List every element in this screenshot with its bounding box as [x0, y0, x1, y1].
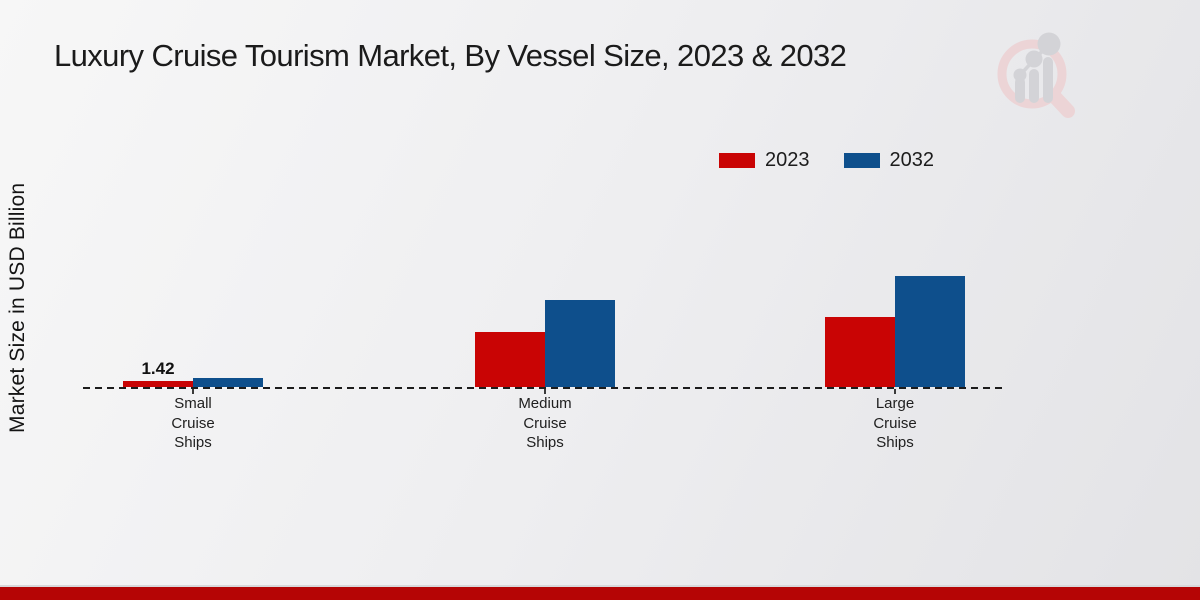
category-label-small-cruise-ships: Small Cruise Ships [171, 395, 215, 451]
x-axis-tick [894, 389, 896, 394]
x-axis-baseline [83, 387, 1007, 389]
x-axis-tick [192, 389, 194, 394]
legend-item-2023: 2023 [719, 149, 810, 172]
legend-swatch-2032-icon [843, 153, 880, 168]
x-axis-tick [544, 389, 546, 394]
chart-title: Luxury Cruise Tourism Market, By Vessel … [54, 38, 847, 73]
legend-label-2023: 2023 [765, 149, 810, 171]
magnifier-bar-chart-logo-icon [996, 26, 1088, 122]
bar-value-label-2023: 1.42 [141, 359, 175, 378]
bar-2023-small-cruise-ships [123, 381, 193, 387]
legend-item-2032: 2032 [843, 149, 935, 172]
legend: 2023 2032 [719, 149, 934, 172]
legend-label-2032: 2032 [889, 149, 935, 171]
bar-2032-small-cruise-ships [193, 378, 263, 387]
bar-2023-large-cruise-ships [825, 317, 895, 387]
footer-red-bar [0, 585, 1200, 600]
category-label-large-cruise-ships: Large Cruise Ships [873, 395, 917, 451]
bar-2023-medium-cruise-ships [475, 332, 545, 387]
category-label-medium-cruise-ships: Medium Cruise Ships [518, 395, 572, 451]
bar-2032-large-cruise-ships [895, 276, 965, 387]
legend-swatch-2023-icon [719, 153, 755, 168]
bar-2032-medium-cruise-ships [545, 300, 615, 387]
